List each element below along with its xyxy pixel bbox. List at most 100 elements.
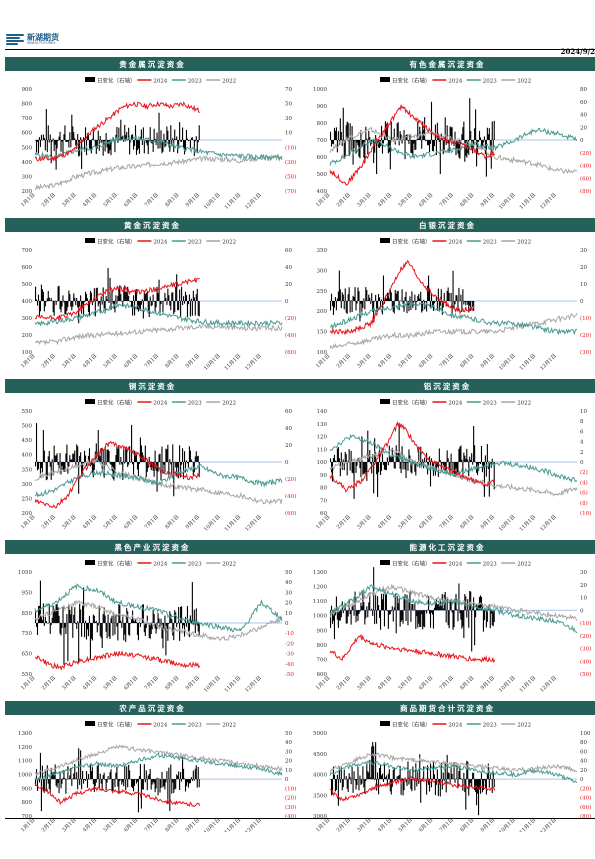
legend-label-2022: 2022 (222, 401, 236, 407)
bar (442, 462, 444, 466)
bar (160, 618, 162, 623)
bar (133, 462, 135, 476)
bar (469, 590, 471, 611)
bar (76, 297, 78, 301)
bar (393, 301, 395, 314)
bar (169, 301, 171, 306)
bar (365, 779, 367, 782)
right-tick-label: (60) (580, 175, 591, 182)
bar (352, 779, 354, 793)
bar (124, 462, 126, 464)
bar (379, 462, 382, 475)
bar (448, 292, 450, 301)
bar (80, 295, 82, 301)
bar (118, 287, 120, 301)
bar (351, 606, 353, 611)
bar (425, 610, 427, 611)
bar (45, 779, 47, 792)
bar (457, 610, 459, 622)
bar (63, 462, 65, 472)
bar (381, 599, 384, 611)
bar (110, 462, 112, 465)
bar (44, 301, 46, 307)
bar (395, 293, 397, 301)
bar (402, 462, 404, 470)
bar (195, 451, 197, 462)
bar (370, 777, 372, 780)
bar (153, 779, 155, 784)
bar (97, 430, 99, 462)
bar (429, 462, 432, 487)
bar (88, 140, 90, 149)
right-tick-label: 20 (285, 601, 292, 607)
bar (131, 424, 133, 462)
right-tick-label: (40) (285, 332, 296, 339)
bar (45, 109, 47, 140)
bar (166, 449, 168, 462)
series-line-2024 (34, 101, 200, 162)
bar (136, 623, 139, 635)
right-tick-label: 40 (580, 113, 587, 119)
left-tick-label: 110 (317, 447, 328, 453)
bar (128, 295, 130, 301)
bar (373, 301, 375, 323)
bar (170, 462, 172, 465)
bar (433, 774, 435, 780)
bar (421, 610, 423, 615)
bar (442, 772, 444, 780)
bar (129, 140, 131, 155)
bar (339, 610, 341, 621)
bar (361, 779, 363, 784)
bar (51, 773, 53, 780)
bar (151, 779, 153, 785)
bar (45, 462, 47, 481)
left-tick-label: 4500 (313, 752, 327, 758)
bar (119, 285, 121, 301)
bar (137, 779, 140, 813)
bar (134, 618, 137, 623)
bar (110, 301, 112, 310)
bar (466, 140, 468, 158)
bar (170, 125, 172, 140)
bar (133, 621, 136, 623)
chart-title: 商品期货合计沉淀资金 (300, 701, 595, 715)
bar (157, 613, 159, 623)
bar (45, 301, 47, 302)
bar (397, 290, 399, 301)
bar (170, 614, 172, 623)
bar (95, 779, 97, 783)
bar (118, 603, 120, 623)
bar (46, 462, 48, 480)
bar (185, 779, 188, 787)
bar (398, 774, 400, 780)
bar (139, 623, 141, 628)
bar (116, 446, 118, 462)
bar (364, 301, 366, 310)
legend-label-2024: 2024 (448, 723, 462, 729)
bar (162, 140, 164, 152)
bar (459, 610, 461, 614)
bar (78, 623, 80, 663)
bar (148, 773, 150, 780)
bar (75, 301, 77, 306)
bar (71, 606, 73, 623)
bar (181, 462, 183, 465)
right-tick-label: (40) (285, 813, 296, 820)
right-tick-label: 0 (285, 621, 289, 627)
bar (34, 610, 37, 623)
bar (484, 779, 486, 788)
series-line-2023 (329, 759, 578, 783)
bar (419, 126, 421, 140)
x-tick-label: 6月1日 (122, 513, 139, 530)
chart-ferrous: 日变化（右轴） 2024 2023 2022105095085075065055050… (18, 560, 294, 694)
bar (350, 140, 352, 151)
x-tick-label: 5月1日 (397, 513, 414, 530)
bar (388, 769, 390, 780)
bar (178, 771, 180, 780)
bar (138, 462, 140, 464)
bar (477, 140, 479, 155)
left-tick-label: 1200 (18, 745, 32, 751)
bar (179, 122, 181, 140)
bar (77, 301, 79, 308)
bar (55, 779, 57, 786)
